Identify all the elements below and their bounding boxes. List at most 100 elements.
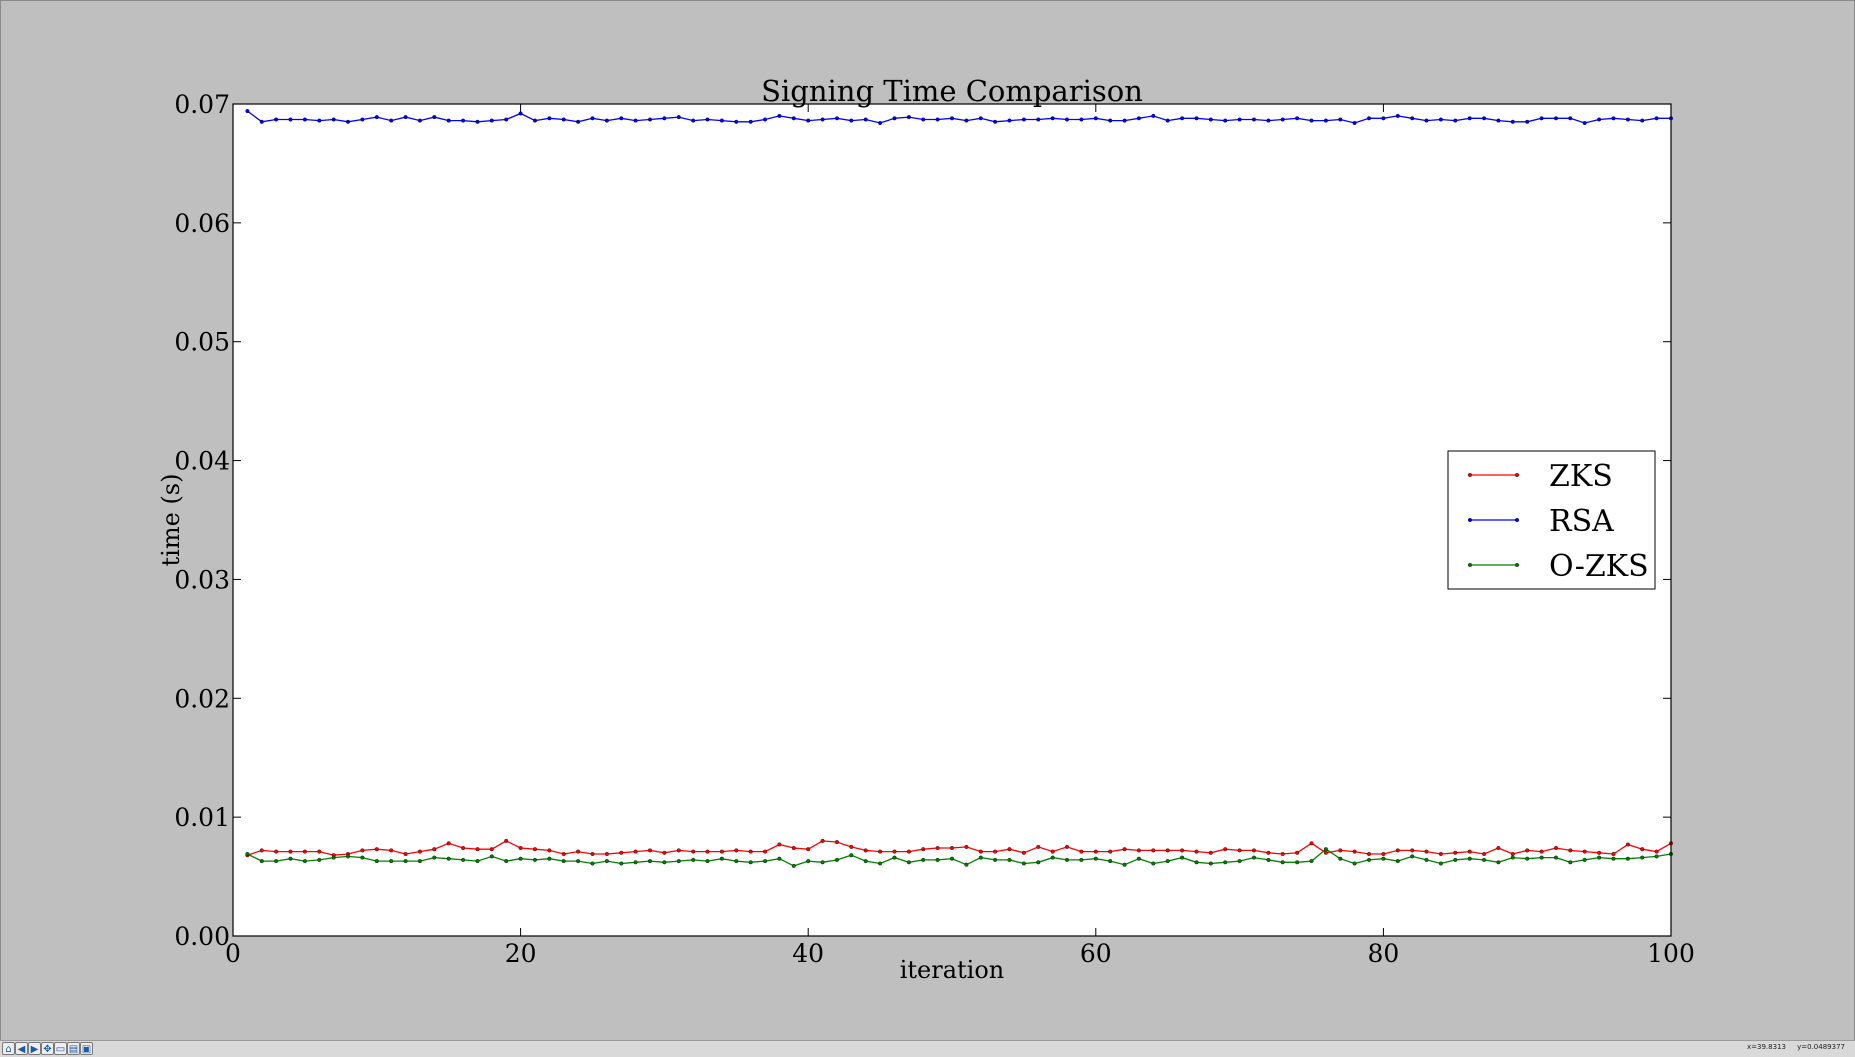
series-layer — [245, 109, 1673, 868]
data-point-zks — [619, 850, 624, 855]
data-point-o-zks — [561, 859, 566, 864]
data-point-rsa — [1136, 116, 1141, 121]
data-point-o-zks — [1453, 857, 1458, 862]
data-point-o-zks — [547, 856, 552, 861]
data-point-zks — [993, 849, 998, 854]
data-point-rsa — [878, 120, 883, 125]
data-point-zks — [1021, 850, 1026, 855]
data-point-zks — [576, 849, 581, 854]
data-point-zks — [777, 842, 782, 847]
data-point-o-zks — [719, 856, 724, 861]
data-point-zks — [676, 848, 681, 853]
data-point-rsa — [1309, 118, 1314, 123]
data-point-rsa — [1151, 113, 1156, 118]
data-point-zks — [1410, 848, 1415, 853]
data-point-rsa — [849, 118, 854, 123]
data-point-zks — [964, 844, 969, 849]
data-point-rsa — [1194, 116, 1199, 121]
data-point-zks — [1539, 849, 1544, 854]
data-point-zks — [518, 846, 523, 851]
data-point-rsa — [777, 113, 782, 118]
data-point-rsa — [1625, 117, 1630, 122]
data-point-zks — [1108, 849, 1113, 854]
data-point-o-zks — [1323, 847, 1328, 852]
data-point-o-zks — [863, 859, 868, 864]
data-point-rsa — [317, 118, 322, 123]
data-point-rsa — [1381, 116, 1386, 121]
data-point-o-zks — [432, 855, 437, 860]
data-point-rsa — [360, 117, 365, 122]
home-button[interactable]: ⌂ — [2, 1042, 15, 1055]
data-point-o-zks — [489, 854, 494, 859]
data-point-o-zks — [993, 857, 998, 862]
data-point-rsa — [590, 116, 595, 121]
data-point-rsa — [662, 116, 667, 121]
data-point-zks — [1007, 847, 1012, 852]
data-point-zks — [1036, 844, 1041, 849]
data-point-rsa — [1352, 120, 1357, 125]
data-point-zks — [1251, 848, 1256, 853]
data-point-o-zks — [1064, 857, 1069, 862]
data-point-zks — [259, 848, 264, 853]
data-point-zks — [274, 849, 279, 854]
data-point-zks — [1208, 850, 1213, 855]
back-button[interactable]: ◀ — [15, 1042, 28, 1055]
data-point-zks — [1165, 848, 1170, 853]
data-point-o-zks — [1165, 859, 1170, 864]
legend-label-o-zks: O-ZKS — [1549, 549, 1649, 584]
data-point-rsa — [259, 119, 264, 124]
data-point-o-zks — [1568, 860, 1573, 865]
data-point-o-zks — [878, 861, 883, 866]
y-axis-label: time (s) — [157, 474, 185, 567]
legend[interactable]: ZKS RSA O-ZKS — [1447, 450, 1656, 590]
pan-move-icon: ✥ — [43, 1044, 52, 1055]
data-point-zks — [504, 838, 509, 843]
data-point-zks — [1338, 848, 1343, 853]
data-point-o-zks — [446, 856, 451, 861]
data-point-rsa — [806, 118, 811, 123]
data-point-zks — [1079, 849, 1084, 854]
data-point-o-zks — [1223, 860, 1228, 865]
zoom-button[interactable]: ▭ — [54, 1042, 67, 1055]
data-point-zks — [1151, 848, 1156, 853]
data-point-o-zks — [604, 859, 609, 864]
data-point-zks — [1093, 849, 1098, 854]
pan-button[interactable]: ✥ — [41, 1042, 54, 1055]
data-point-zks — [1582, 849, 1587, 854]
data-point-rsa — [1553, 116, 1558, 121]
data-point-rsa — [921, 117, 926, 122]
data-point-o-zks — [259, 859, 264, 864]
data-point-zks — [1295, 850, 1300, 855]
data-point-rsa — [1510, 119, 1515, 124]
data-point-zks — [1424, 849, 1429, 854]
data-point-o-zks — [734, 859, 739, 864]
subplots-button[interactable]: ▤ — [67, 1042, 80, 1055]
data-point-rsa — [302, 117, 307, 122]
save-button[interactable]: ▣ — [80, 1042, 93, 1055]
data-point-zks — [547, 848, 552, 853]
data-point-rsa — [288, 117, 293, 122]
data-point-o-zks — [317, 857, 322, 862]
data-point-o-zks — [1625, 856, 1630, 861]
data-point-o-zks — [619, 861, 624, 866]
series-line-o-zks — [247, 848, 1672, 867]
data-point-o-zks — [533, 857, 538, 862]
data-point-zks — [302, 849, 307, 854]
data-point-o-zks — [1237, 859, 1242, 864]
data-point-o-zks — [1108, 859, 1113, 864]
data-point-o-zks — [1093, 856, 1098, 861]
data-point-zks — [1136, 848, 1141, 853]
data-point-o-zks — [1553, 855, 1558, 860]
data-point-rsa — [633, 118, 638, 123]
legend-marker-rsa — [1514, 518, 1519, 523]
forward-button[interactable]: ▶ — [28, 1042, 41, 1055]
data-point-o-zks — [1611, 856, 1616, 861]
data-point-o-zks — [1410, 854, 1415, 859]
data-point-o-zks — [504, 859, 509, 864]
data-point-zks — [806, 847, 811, 852]
data-point-rsa — [1438, 117, 1443, 122]
data-point-zks — [561, 852, 566, 857]
data-point-zks — [288, 849, 293, 854]
data-point-o-zks — [1482, 857, 1487, 862]
